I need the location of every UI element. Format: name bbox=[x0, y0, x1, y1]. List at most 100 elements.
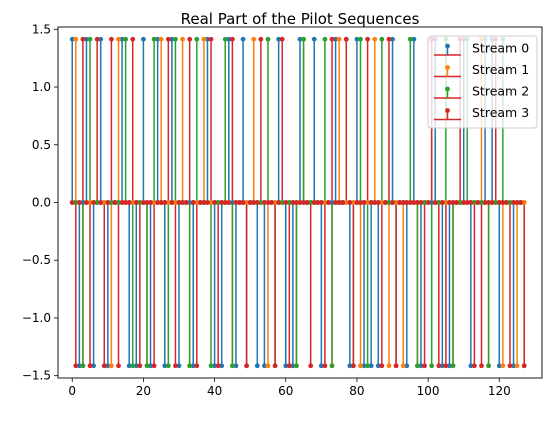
stem-marker-stream-3 bbox=[272, 363, 278, 369]
stem-marker-stream-2 bbox=[407, 36, 413, 42]
stem-marker-stream-0 bbox=[176, 363, 182, 369]
stem-marker-stream-3 bbox=[101, 363, 107, 369]
stem-marker-stream-0 bbox=[429, 200, 435, 205]
stem-marker-stream-2 bbox=[301, 36, 306, 42]
stem-marker-stream-3 bbox=[315, 200, 321, 205]
stem-marker-stream-2 bbox=[80, 363, 86, 369]
stem-marker-stream-3 bbox=[511, 200, 516, 205]
stem-marker-stream-3 bbox=[237, 200, 242, 205]
stem-marker-stream-3 bbox=[133, 200, 139, 205]
stem-marker-stream-0 bbox=[98, 36, 104, 42]
stem-marker-stream-3 bbox=[76, 200, 82, 205]
stem-marker-stream-2 bbox=[471, 200, 477, 205]
stem-marker-stream-3 bbox=[354, 200, 360, 205]
stem-marker-stream-0 bbox=[347, 363, 353, 369]
stem-marker-stream-3 bbox=[418, 200, 424, 205]
stem-marker-stream-3 bbox=[347, 200, 353, 205]
stem-marker-stream-0 bbox=[133, 363, 139, 369]
stem-marker-stream-0 bbox=[187, 200, 193, 205]
stem-marker-stream-3 bbox=[464, 200, 470, 205]
stem-marker-stream-1 bbox=[514, 363, 520, 369]
stem-marker-stream-0 bbox=[354, 36, 360, 42]
x-tick-label: 40 bbox=[207, 384, 222, 398]
stem-marker-stream-3 bbox=[98, 200, 104, 205]
stem-marker-stream-2 bbox=[365, 363, 371, 369]
stem-marker-stream-3 bbox=[94, 36, 100, 42]
stem-marker-stream-3 bbox=[80, 36, 86, 42]
stem-marker-stream-3 bbox=[165, 36, 171, 42]
stem-marker-stream-3 bbox=[251, 200, 257, 205]
stem-marker-stream-3 bbox=[151, 363, 157, 369]
x-tick-label: 100 bbox=[417, 384, 440, 398]
stem-marker-stream-3 bbox=[436, 363, 442, 369]
legend-label: Stream 2 bbox=[472, 84, 529, 99]
stem-marker-stream-2 bbox=[194, 36, 200, 42]
stem-marker-stream-3 bbox=[262, 200, 267, 205]
stem-marker-stream-2 bbox=[450, 363, 456, 369]
x-tick-label: 80 bbox=[349, 384, 364, 398]
stem-marker-stream-0 bbox=[496, 363, 502, 369]
stem-marker-stream-3 bbox=[397, 200, 403, 205]
stem-marker-stream-3 bbox=[215, 363, 221, 369]
stem-marker-stream-0 bbox=[91, 363, 96, 369]
stem-marker-stream-0 bbox=[84, 36, 89, 42]
stem-marker-stream-3 bbox=[276, 200, 282, 205]
stem-marker-stream-0 bbox=[390, 36, 395, 42]
stem-marker-stream-3 bbox=[212, 200, 217, 205]
stem-marker-stream-0 bbox=[404, 363, 410, 369]
y-tick-label: 0.0 bbox=[32, 196, 51, 210]
stem-marker-stream-0 bbox=[240, 36, 246, 42]
stem-marker-stream-1 bbox=[372, 36, 378, 42]
stem-marker-stream-2 bbox=[358, 36, 363, 42]
stem-marker-stream-3 bbox=[350, 363, 356, 369]
stem-marker-stream-0 bbox=[290, 363, 296, 369]
stem-marker-stream-3 bbox=[205, 200, 210, 205]
stem-marker-stream-3 bbox=[208, 36, 214, 42]
stem-marker-stream-3 bbox=[187, 36, 193, 42]
stem-marker-stream-0 bbox=[141, 36, 146, 42]
stem-marker-stream-3 bbox=[173, 363, 178, 369]
stem-marker-stream-1 bbox=[251, 36, 257, 42]
stem-marker-stream-3 bbox=[162, 200, 168, 205]
stem-marker-stream-3 bbox=[454, 200, 459, 205]
stem-marker-stream-1 bbox=[151, 200, 157, 205]
stem-marker-stream-2 bbox=[436, 200, 442, 205]
stem-marker-stream-2 bbox=[151, 36, 157, 42]
stem-marker-stream-3 bbox=[518, 200, 524, 205]
stem-marker-stream-2 bbox=[507, 200, 513, 205]
stem-marker-stream-0 bbox=[297, 36, 303, 42]
stem-marker-stream-3 bbox=[297, 200, 303, 205]
legend-marker-swatch bbox=[445, 108, 450, 113]
stem-marker-stream-2 bbox=[165, 363, 171, 369]
stem-marker-stream-3 bbox=[258, 36, 264, 42]
stem-marker-stream-0 bbox=[190, 363, 196, 369]
stem-marker-stream-3 bbox=[247, 200, 253, 205]
stem-marker-stream-2 bbox=[144, 363, 150, 369]
stem-marker-stream-3 bbox=[486, 200, 492, 205]
stem-marker-stream-3 bbox=[368, 200, 374, 205]
stem-marker-stream-3 bbox=[379, 363, 385, 369]
stem-marker-stream-2 bbox=[493, 200, 499, 205]
stem-marker-stream-3 bbox=[390, 200, 395, 205]
stem-marker-stream-3 bbox=[219, 200, 225, 205]
stem-marker-stream-3 bbox=[144, 200, 150, 205]
stem-marker-stream-3 bbox=[422, 363, 427, 369]
y-tick-label: −1.5 bbox=[22, 369, 51, 383]
stem-marker-stream-3 bbox=[322, 363, 328, 369]
stem-marker-stream-0 bbox=[105, 363, 111, 369]
stem-marker-stream-1 bbox=[201, 36, 207, 42]
stem-marker-stream-3 bbox=[141, 200, 146, 205]
stem-marker-stream-3 bbox=[504, 200, 509, 205]
stem-marker-stream-3 bbox=[269, 200, 274, 205]
legend-label: Stream 3 bbox=[472, 105, 529, 120]
stem-marker-stream-3 bbox=[286, 363, 292, 369]
y-axis: −1.5 −1.0 −0.5 0.0 0.5 1.0 1.5 bbox=[22, 22, 58, 383]
stem-marker-stream-3 bbox=[254, 200, 260, 205]
stem-marker-stream-3 bbox=[439, 200, 445, 205]
stem-marker-stream-2 bbox=[322, 36, 328, 42]
stem-marker-stream-3 bbox=[183, 200, 189, 205]
stem-marker-stream-3 bbox=[404, 200, 410, 205]
stem-marker-stream-3 bbox=[447, 200, 452, 205]
stem-marker-stream-3 bbox=[279, 36, 285, 42]
stem-marker-stream-2 bbox=[486, 363, 492, 369]
